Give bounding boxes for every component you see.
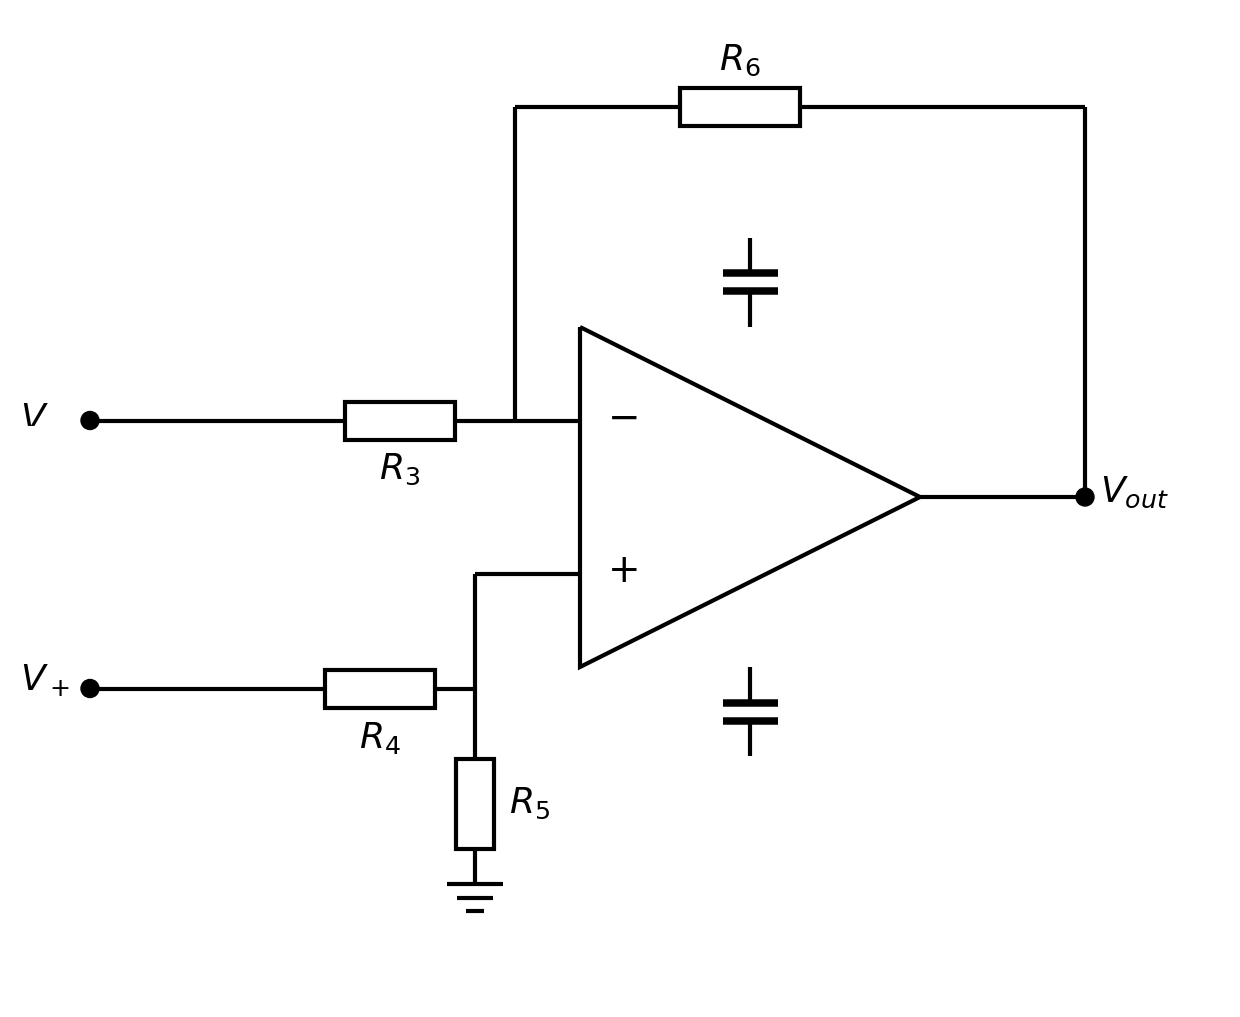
Text: $+$: $+$ bbox=[606, 551, 637, 590]
Text: $R_4$: $R_4$ bbox=[360, 719, 401, 756]
Circle shape bbox=[81, 679, 99, 698]
Bar bbox=[456, 759, 494, 848]
Text: $V_-$: $V_-$ bbox=[20, 396, 69, 429]
Text: $-$: $-$ bbox=[606, 399, 637, 436]
Bar bbox=[325, 669, 435, 708]
Bar bbox=[680, 88, 800, 126]
Circle shape bbox=[81, 412, 99, 429]
Bar bbox=[345, 402, 455, 439]
Text: $R_5$: $R_5$ bbox=[508, 786, 551, 821]
Text: $V_{out}$: $V_{out}$ bbox=[1100, 474, 1169, 510]
Text: $R_3$: $R_3$ bbox=[379, 452, 420, 487]
Circle shape bbox=[1076, 488, 1094, 506]
Text: $V_+$: $V_+$ bbox=[20, 662, 69, 699]
Text: $R_6$: $R_6$ bbox=[719, 43, 761, 78]
